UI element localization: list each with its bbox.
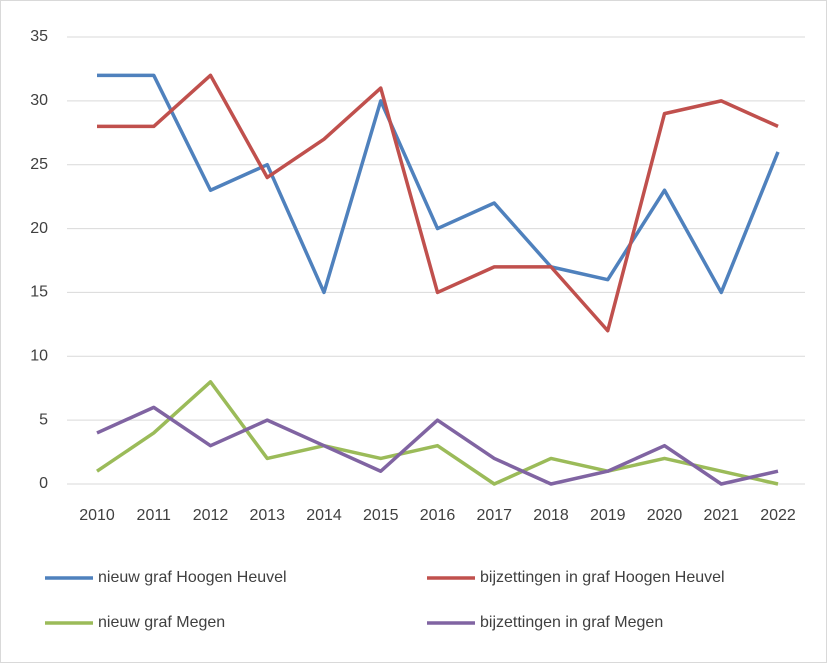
x-tick-label: 2016 <box>420 507 456 524</box>
y-tick-label: 0 <box>39 475 48 492</box>
y-tick-label: 15 <box>30 284 48 301</box>
legend-label: bijzettingen in graf Megen <box>480 614 663 631</box>
y-tick-label: 30 <box>30 92 48 109</box>
series-line <box>97 73 779 333</box>
series-line <box>97 73 780 295</box>
x-tick-label: 2021 <box>703 507 739 524</box>
x-tick-label: 2011 <box>137 507 172 524</box>
y-tick-label: 20 <box>30 220 48 237</box>
y-tick-label: 5 <box>39 411 48 428</box>
x-tick-label: 2010 <box>79 507 115 524</box>
legend-label: nieuw graf Megen <box>98 614 225 631</box>
x-tick-label: 2013 <box>249 507 285 524</box>
series-line <box>96 380 779 486</box>
x-tick-label: 2014 <box>306 507 342 524</box>
legend-label: bijzettingen in graf Hoogen Heuvel <box>480 569 725 586</box>
x-tick-label: 2022 <box>760 507 796 524</box>
y-tick-label: 35 <box>30 28 48 45</box>
legend-label: nieuw graf Hoogen Heuvel <box>98 569 287 586</box>
x-tick-label: 2017 <box>476 507 512 524</box>
x-tick-label: 2019 <box>590 507 626 524</box>
x-tick-label: 2018 <box>533 507 569 524</box>
x-tick-label: 2015 <box>363 507 399 524</box>
series-line <box>96 405 779 486</box>
x-tick-label: 2012 <box>193 507 229 524</box>
x-tick-label: 2020 <box>647 507 683 524</box>
y-tick-label: 25 <box>30 156 48 173</box>
y-tick-label: 10 <box>30 348 48 365</box>
